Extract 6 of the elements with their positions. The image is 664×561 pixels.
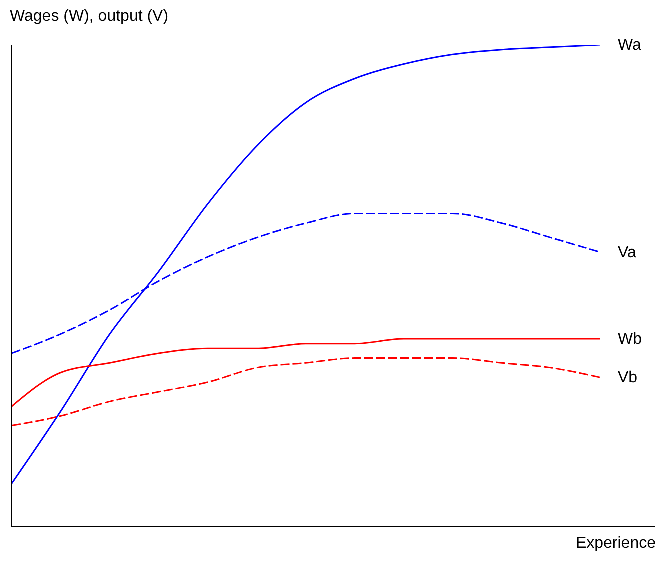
series-label: Vb — [618, 370, 638, 387]
x-axis-title: Experience — [576, 535, 656, 553]
series-label: Wb — [618, 331, 642, 348]
series-label: Wa — [618, 37, 642, 54]
y-axis-title: Wages (W), output (V) — [10, 8, 169, 26]
series-label: Va — [618, 244, 636, 262]
